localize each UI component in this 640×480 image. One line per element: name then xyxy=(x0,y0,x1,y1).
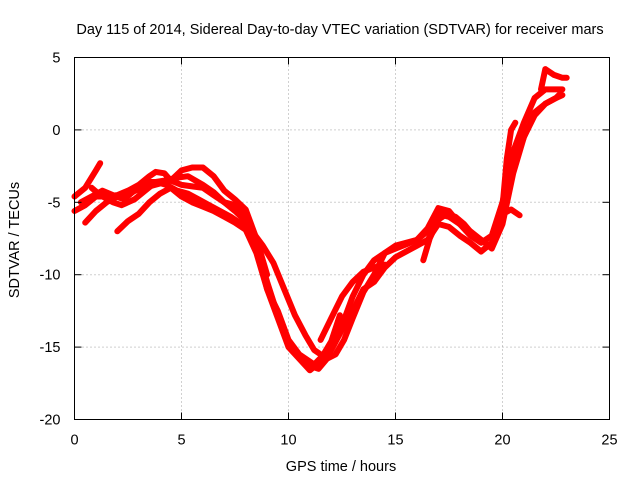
x-tick-label: 25 xyxy=(601,433,617,449)
series-line-5 xyxy=(77,179,343,359)
series-line-11 xyxy=(538,66,570,93)
axis-ticks: 0 5 10 15 20 25 -20 -15 -10 -5 0 5 xyxy=(40,51,618,449)
data-series xyxy=(71,66,570,374)
series-line-6 xyxy=(82,164,271,278)
chart-title: Day 115 of 2014, Sidereal Day-to-day VTE… xyxy=(76,22,603,38)
y-tick-label: -5 xyxy=(48,195,61,211)
y-tick-label: -20 xyxy=(40,413,61,429)
x-tick-label: 5 xyxy=(177,433,185,449)
x-tick-label: 10 xyxy=(280,433,296,449)
series-line-8 xyxy=(420,210,493,264)
y-tick-label: 0 xyxy=(52,123,60,139)
x-tick-label: 0 xyxy=(70,433,78,449)
x-tick-label: 20 xyxy=(494,433,510,449)
y-axis-label: SDTVAR / TECUs xyxy=(7,182,23,298)
y-tick-label: -10 xyxy=(40,268,61,284)
plot-frame xyxy=(74,57,610,420)
series-line-9 xyxy=(499,119,519,210)
series-line-10 xyxy=(499,206,523,219)
series-line-2 xyxy=(71,86,566,368)
y-tick-label: -15 xyxy=(40,340,61,356)
series-line-4 xyxy=(114,92,566,374)
series-line-1 xyxy=(71,160,104,200)
series-line-7 xyxy=(317,261,388,343)
x-axis-label: GPS time / hours xyxy=(286,459,396,475)
x-tick-label: 15 xyxy=(387,433,403,449)
y-tick-label: 5 xyxy=(52,51,60,67)
grid-lines xyxy=(74,57,610,420)
